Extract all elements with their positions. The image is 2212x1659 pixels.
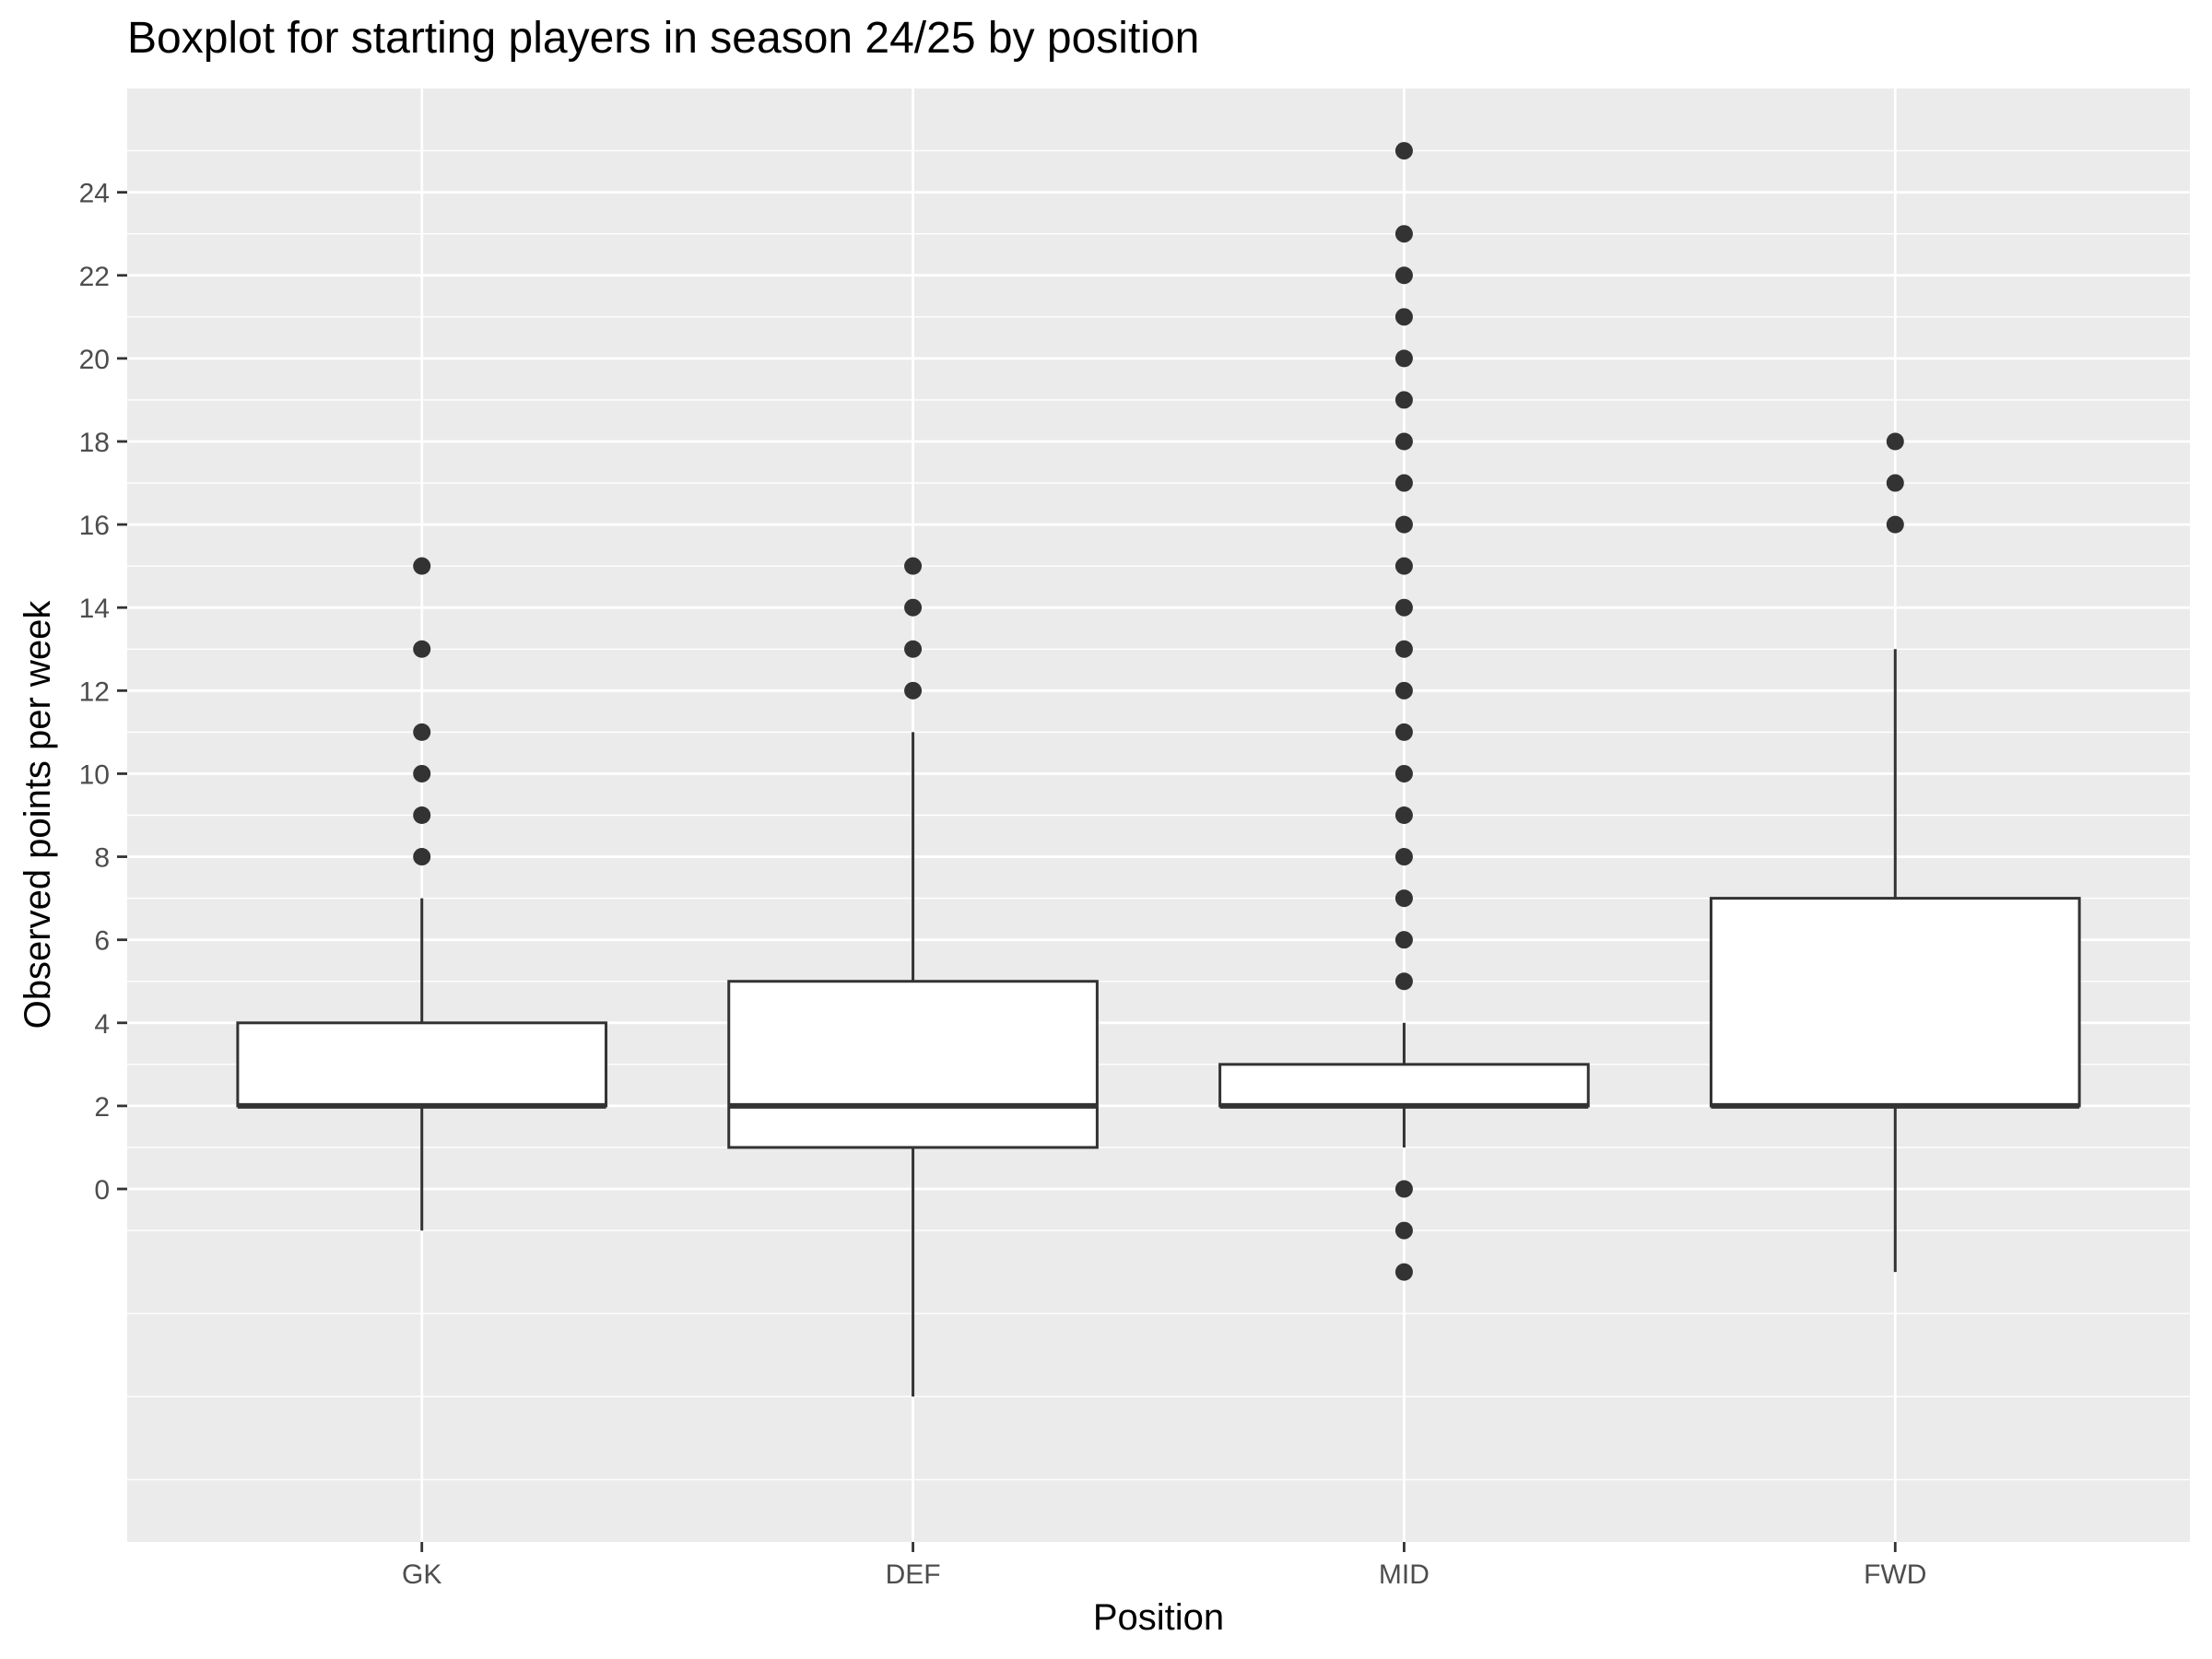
y-axis-title: Observed points per week: [18, 600, 58, 1030]
outlier-point: [1394, 349, 1413, 368]
box-fwd: [1709, 432, 2081, 1273]
outlier-point: [1394, 806, 1413, 824]
x-tick-label: MID: [1379, 1559, 1430, 1590]
y-tick-label: 8: [94, 843, 110, 874]
box-iqr: [1218, 1063, 1590, 1108]
y-tick-label: 10: [79, 759, 110, 790]
box-iqr: [727, 980, 1099, 1149]
x-axis-title: Position: [1093, 1597, 1224, 1638]
outlier-point: [1394, 391, 1413, 409]
box-mid: [1218, 142, 1590, 1281]
x-tick-label: GK: [402, 1559, 441, 1590]
box-gk: [236, 557, 608, 1231]
outlier-point: [1886, 474, 1904, 492]
outlier-point: [1394, 931, 1413, 949]
x-tick-label: FWD: [1864, 1559, 1926, 1590]
outlier-point: [1394, 557, 1413, 575]
outlier-point: [413, 848, 431, 866]
outlier-point: [1394, 474, 1413, 492]
outlier-point: [1394, 598, 1413, 617]
outlier-point: [1886, 432, 1904, 451]
y-tick-label: 20: [79, 345, 110, 375]
outlier-point: [1394, 515, 1413, 534]
y-tick-label: 22: [79, 262, 110, 292]
outlier-point: [413, 640, 431, 658]
outlier-point: [1394, 432, 1413, 451]
outlier-point: [1394, 972, 1413, 991]
outlier-point: [1394, 1180, 1413, 1198]
outlier-point: [1394, 764, 1413, 782]
outlier-point: [413, 806, 431, 824]
y-tick-label: 18: [79, 428, 110, 458]
y-tick-label: 16: [79, 511, 110, 541]
outlier-point: [413, 723, 431, 741]
box-iqr: [236, 1021, 608, 1108]
x-tick-label: DEF: [886, 1559, 941, 1590]
box-iqr: [1709, 897, 2081, 1108]
boxes-layer: [236, 142, 2081, 1397]
outlier-point: [904, 557, 923, 575]
outlier-point: [413, 764, 431, 782]
outlier-point: [1394, 266, 1413, 285]
outlier-point: [904, 681, 923, 700]
outlier-point: [904, 598, 923, 617]
y-tick-label: 14: [79, 594, 110, 624]
y-tick-label: 2: [94, 1092, 110, 1123]
outlier-point: [1394, 308, 1413, 326]
outlier-point: [904, 640, 923, 658]
outlier-point: [1394, 142, 1413, 160]
outlier-point: [1394, 681, 1413, 700]
y-tick-label: 12: [79, 677, 110, 707]
chart-title: Boxplot for starting players in season 2…: [127, 14, 1199, 63]
outlier-point: [1394, 1221, 1413, 1240]
outlier-point: [1394, 225, 1413, 243]
box-def: [727, 557, 1099, 1397]
outlier-point: [1394, 640, 1413, 658]
outlier-point: [413, 557, 431, 575]
x-axis: GK DEF MID FWD: [402, 1542, 1926, 1590]
outlier-point: [1886, 515, 1904, 534]
y-tick-label: 6: [94, 926, 110, 957]
outlier-point: [1394, 889, 1413, 908]
y-tick-label: 24: [79, 179, 110, 209]
y-tick-label: 0: [94, 1175, 110, 1206]
outlier-point: [1394, 723, 1413, 741]
y-tick-label: 4: [94, 1009, 110, 1040]
outlier-point: [1394, 848, 1413, 866]
outlier-point: [1394, 1263, 1413, 1281]
